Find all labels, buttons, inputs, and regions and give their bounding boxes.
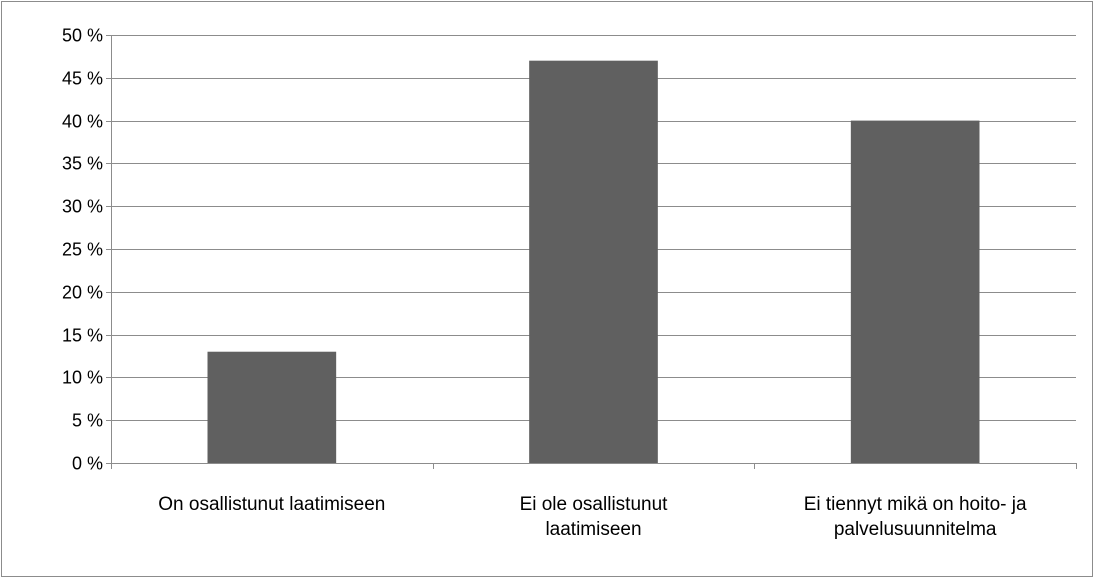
axes xyxy=(106,35,1077,469)
x-category-label-line: On osallistunut laatimiseen xyxy=(158,494,385,515)
y-tick-label: 15 % xyxy=(62,326,103,346)
x-category-label-line: palvelusuunnitelma xyxy=(834,519,997,540)
y-tick-label: 45 % xyxy=(62,69,103,89)
y-tick-label: 35 % xyxy=(62,154,103,174)
bar xyxy=(529,60,658,464)
x-category-label-line: Ei ole osallistunut xyxy=(520,494,669,515)
y-axis-tick-labels: 0 % 5 % 10 % 15 % 20 % 25 % 30 % 35 % 40 % 45 % 50… xyxy=(62,26,103,474)
x-axis-category-labels: On osallistunut laatimiseen Ei ole osalli… xyxy=(158,494,1027,540)
x-category-label: Ei ole osallistunut laatimiseen xyxy=(520,494,669,540)
y-tick-label: 25 % xyxy=(62,240,103,260)
x-category-label-line: laatimiseen xyxy=(545,519,641,540)
x-category-label: On osallistunut laatimiseen xyxy=(158,494,385,515)
bar xyxy=(207,351,337,463)
y-tick-label: 20 % xyxy=(62,283,103,303)
y-tick-label: 40 % xyxy=(62,112,103,132)
y-tick-label: 0 % xyxy=(72,454,103,474)
bars xyxy=(207,60,980,464)
x-category-label: Ei tiennyt mikä on hoito- ja palvelusuunn… xyxy=(804,494,1027,540)
y-tick-label: 50 % xyxy=(62,26,103,46)
bar xyxy=(850,120,980,463)
y-tick-label: 10 % xyxy=(62,368,103,388)
x-category-label-line: Ei tiennyt mikä on hoito- ja xyxy=(804,494,1027,515)
y-tick-label: 30 % xyxy=(62,197,103,217)
y-tick-label: 5 % xyxy=(72,411,103,431)
